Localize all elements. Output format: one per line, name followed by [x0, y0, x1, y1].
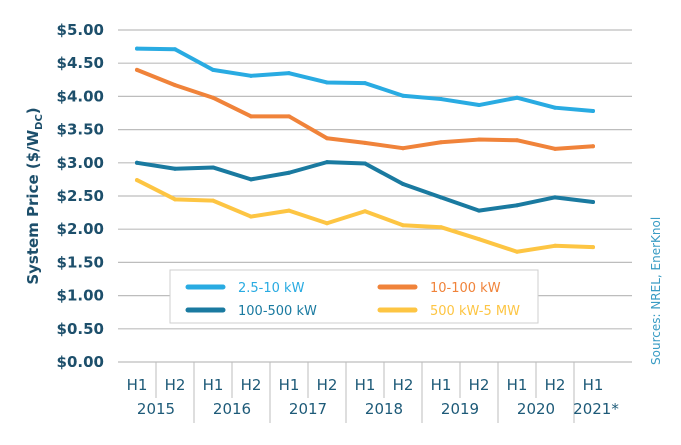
data-point [401, 223, 405, 228]
data-point [553, 146, 557, 151]
data-point [135, 46, 139, 51]
x-tick-label: H1 [203, 376, 224, 394]
data-point [325, 80, 329, 85]
data-point [591, 109, 595, 114]
y-tick-label: $2.50 [57, 187, 104, 205]
x-year-label: 2015 [137, 400, 175, 418]
x-tick-label: H1 [127, 376, 148, 394]
legend-label: 100-500 kW [238, 304, 317, 319]
data-point [325, 160, 329, 165]
data-point [477, 137, 481, 142]
data-point [249, 73, 253, 78]
legend: 2.5-10 kW 10-100 kW 100-500 kW 500 kW-5 MW [169, 269, 539, 324]
legend-label: 500 kW-5 MW [430, 304, 520, 319]
x-tick-label: H1 [431, 376, 452, 394]
x-tick-label: H2 [165, 376, 186, 394]
data-point [135, 160, 139, 165]
data-point [325, 136, 329, 141]
y-tick-label: $5.00 [57, 21, 104, 39]
y-axis-title: System Price ($/WDC) [24, 107, 45, 284]
x-tick-label: H2 [393, 376, 414, 394]
data-point [401, 146, 405, 151]
y-tick-label: $1.50 [57, 253, 104, 271]
x-year-label: 2021* [573, 400, 619, 418]
source-note: Sources: NREL, EnerKnol [649, 217, 663, 365]
data-point [173, 83, 177, 88]
data-point [135, 67, 139, 72]
data-point [515, 138, 519, 143]
data-point [211, 198, 215, 203]
legend-label: 2.5-10 kW [238, 281, 305, 296]
data-point [287, 71, 291, 76]
data-point [173, 197, 177, 202]
data-point [363, 161, 367, 166]
x-tick-label: H2 [317, 376, 338, 394]
data-point [363, 140, 367, 145]
data-point [211, 67, 215, 72]
data-point [173, 166, 177, 171]
data-point [477, 103, 481, 108]
x-year-label: 2018 [365, 400, 403, 418]
data-point [401, 93, 405, 98]
data-point [477, 237, 481, 242]
data-point [591, 245, 595, 250]
y-tick-label: $0.50 [57, 320, 104, 338]
x-tick-label: H1 [507, 376, 528, 394]
y-tick-label: $2.00 [57, 220, 104, 238]
data-point [515, 203, 519, 208]
data-point [591, 199, 595, 204]
y-tick-label: $4.00 [57, 87, 104, 105]
y-tick-label: $3.00 [57, 154, 104, 172]
x-tick-label: H1 [583, 376, 604, 394]
data-point [515, 249, 519, 254]
x-tick-label: H2 [469, 376, 490, 394]
x-year-label: 2017 [289, 400, 327, 418]
data-point [287, 114, 291, 119]
data-point [401, 182, 405, 187]
data-point [553, 195, 557, 200]
x-year-label: 2020 [517, 400, 555, 418]
data-point [477, 208, 481, 213]
y-tick-label: $1.00 [57, 287, 104, 305]
data-point [363, 209, 367, 214]
data-point [363, 81, 367, 86]
x-year-label: 2016 [213, 400, 251, 418]
data-point [439, 195, 443, 200]
data-point [249, 114, 253, 119]
y-tick-label: $3.50 [57, 121, 104, 139]
x-tick-label: H2 [545, 376, 566, 394]
data-point [287, 170, 291, 175]
y-tick-label: $4.50 [57, 54, 104, 72]
y-tick-label: $0.00 [57, 353, 104, 371]
legend-label: 10-100 kW [430, 281, 501, 296]
x-tick-label: H1 [355, 376, 376, 394]
series-line-0 [135, 46, 595, 114]
data-point [249, 177, 253, 182]
data-point [439, 140, 443, 145]
data-point [553, 243, 557, 248]
data-point [553, 105, 557, 110]
data-point [287, 208, 291, 213]
data-point [211, 95, 215, 100]
x-tick-label: H1 [279, 376, 300, 394]
series-line-2 [135, 160, 595, 213]
x-tick-label: H2 [241, 376, 262, 394]
x-year-label: 2019 [441, 400, 479, 418]
data-point [211, 165, 215, 170]
data-point [135, 178, 139, 183]
data-point [249, 214, 253, 219]
data-point [591, 144, 595, 149]
series-line-3 [135, 178, 595, 254]
data-point [325, 221, 329, 226]
data-point [439, 97, 443, 102]
legend-box [169, 269, 539, 324]
data-point [173, 47, 177, 52]
data-point [439, 225, 443, 230]
data-point [515, 95, 519, 100]
